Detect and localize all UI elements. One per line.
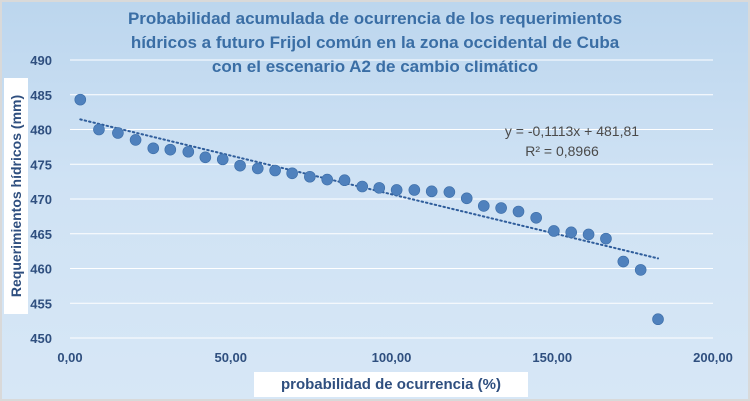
chart-title-line-2: hídricos a futuro Frijol común en la zon… bbox=[131, 33, 620, 52]
data-point bbox=[512, 205, 525, 218]
x-tick-label: 0,00 bbox=[57, 350, 82, 365]
x-axis-label: probabilidad de ocurrencia (%) bbox=[254, 372, 528, 397]
y-tick-label: 450 bbox=[30, 331, 52, 346]
x-tick-label: 100,00 bbox=[372, 350, 412, 365]
data-point bbox=[582, 228, 595, 241]
y-tick-label: 465 bbox=[30, 227, 52, 242]
data-point bbox=[652, 313, 664, 326]
data-point bbox=[251, 162, 264, 175]
data-point bbox=[408, 184, 421, 196]
data-point bbox=[164, 143, 177, 156]
data-point bbox=[530, 211, 542, 224]
data-point bbox=[182, 145, 195, 158]
data-point bbox=[129, 134, 142, 146]
data-point bbox=[390, 184, 403, 196]
x-tick-label: 150,00 bbox=[532, 350, 572, 365]
data-point bbox=[112, 127, 124, 139]
data-point bbox=[93, 123, 105, 136]
data-point bbox=[600, 232, 612, 245]
y-tick-label: 455 bbox=[30, 296, 52, 311]
y-axis-label: Requerimientos hídricos (mm) bbox=[8, 94, 24, 298]
y-tick-label: 480 bbox=[30, 123, 52, 138]
data-point bbox=[548, 225, 560, 237]
data-point bbox=[495, 202, 507, 214]
data-point bbox=[199, 151, 212, 164]
gridlines bbox=[70, 59, 713, 339]
data-point bbox=[286, 167, 298, 180]
data-point bbox=[304, 170, 316, 183]
chart-title-line-3: con el escenario A2 de cambio climático bbox=[212, 57, 538, 76]
y-tick-label: 475 bbox=[30, 157, 52, 172]
x-axis-ticks: 0,00 50,00 100,00 150,00 200,00 bbox=[57, 350, 733, 365]
data-point bbox=[617, 255, 630, 268]
data-point bbox=[565, 226, 578, 239]
data-point bbox=[460, 192, 473, 205]
data-point bbox=[373, 182, 386, 194]
y-axis-label-box bbox=[4, 78, 28, 314]
trendline bbox=[79, 118, 660, 260]
trendline-equation: y = -0,1113x + 481,81 bbox=[505, 123, 639, 139]
r-squared-label: R² = 0,8966 bbox=[525, 143, 599, 159]
data-point bbox=[443, 186, 456, 198]
y-tick-label: 470 bbox=[30, 192, 52, 207]
data-point bbox=[425, 185, 438, 198]
data-point bbox=[269, 164, 281, 177]
chart-title: Probabilidad acumulada de ocurrencia de … bbox=[128, 9, 622, 76]
data-point bbox=[321, 173, 334, 186]
data-point bbox=[634, 264, 647, 276]
x-tick-label: 50,00 bbox=[214, 350, 247, 365]
data-point bbox=[234, 159, 246, 172]
data-point bbox=[338, 174, 351, 187]
y-axis-ticks: 450 455 460 465 470 475 480 485 490 bbox=[30, 53, 52, 346]
y-tick-label: 460 bbox=[30, 262, 52, 277]
chart-title-line-1: Probabilidad acumulada de ocurrencia de … bbox=[128, 9, 622, 28]
data-points bbox=[74, 93, 664, 326]
y-tick-label: 485 bbox=[30, 88, 52, 103]
data-point bbox=[147, 142, 160, 155]
x-tick-label: 200,00 bbox=[693, 350, 733, 365]
data-point bbox=[216, 153, 229, 166]
data-point bbox=[74, 93, 87, 106]
y-tick-label: 490 bbox=[30, 53, 52, 68]
data-point bbox=[356, 180, 369, 193]
data-point bbox=[477, 200, 490, 212]
